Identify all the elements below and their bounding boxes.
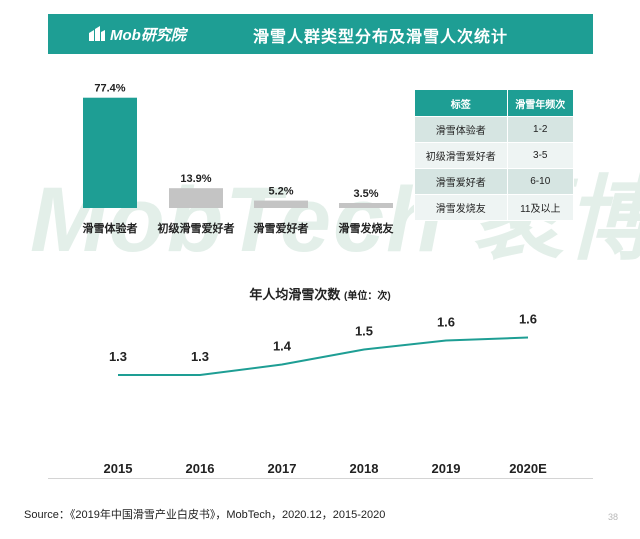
- bar-value-label: 3.5%: [353, 188, 378, 200]
- source-note: Source：《2019年中国滑雪产业白皮书》，MobTech，2020.12，…: [24, 509, 386, 521]
- bar-value-label: 13.9%: [180, 173, 211, 185]
- table-cell: 6-10: [506, 168, 575, 195]
- line-x-tick-label: 2020E: [509, 461, 547, 476]
- line-chart-unit: (单位：次): [343, 291, 391, 302]
- bar: [169, 188, 223, 208]
- line-x-tick-label: 2017: [268, 461, 297, 476]
- table-cell: 3-5: [506, 142, 575, 169]
- bar-category-label: 滑雪发烧友: [339, 221, 394, 235]
- header-bar: Mob研究院 滑雪人群类型分布及滑雪人次统计: [48, 14, 593, 54]
- footer-divider: [48, 478, 593, 479]
- bar: [339, 203, 393, 208]
- table-header-cell: 标签: [414, 89, 508, 117]
- line-chart-title-text: 年人均滑雪次数: [249, 287, 341, 302]
- bar: [83, 97, 137, 208]
- logo-icon: [89, 26, 105, 41]
- line-series: [118, 336, 529, 376]
- frequency-table: 标签 滑雪年频次 滑雪体验者 1-2 初级滑雪爱好者 3-5 滑雪爱好者 6-1…: [414, 89, 575, 221]
- table-cell: 滑雪爱好者: [414, 168, 508, 195]
- logo: Mob研究院: [88, 22, 186, 46]
- table-cell: 滑雪发烧友: [414, 194, 508, 221]
- table-header-cell: 滑雪年频次: [506, 89, 575, 117]
- page-number: 38: [608, 512, 619, 522]
- line-x-tick-label: 2016: [186, 461, 215, 476]
- line-chart: 1.3 2015 1.3 2016 1.4 2017 1.5 2018 1.6 2019 1.6 20…: [104, 312, 548, 477]
- bar-value-label: 77.4%: [94, 83, 125, 95]
- table-cell: 滑雪体验者: [414, 116, 508, 143]
- table-row: 初级滑雪爱好者 3-5: [414, 142, 575, 169]
- table-row: 滑雪爱好者 6-10: [414, 168, 575, 195]
- table-cell: 11及以上: [506, 194, 575, 221]
- bar: [254, 200, 308, 208]
- bar-category-label: 初级滑雪爱好者: [158, 221, 235, 235]
- line-value-label: 1.6: [519, 312, 537, 327]
- line-chart-title: 年人均滑雪次数 (单位：次): [0, 284, 640, 303]
- page-title: 滑雪人群类型分布及滑雪人次统计: [253, 29, 509, 46]
- table-header-row: 标签 滑雪年频次: [414, 89, 575, 117]
- line-value-label: 1.3: [109, 349, 127, 364]
- line-value-label: 1.5: [355, 324, 373, 339]
- line-value-label: 1.4: [273, 339, 292, 354]
- line-value-label: 1.3: [191, 349, 209, 364]
- table-row: 滑雪体验者 1-2: [414, 116, 575, 143]
- bar-category-label: 滑雪体验者: [83, 221, 138, 235]
- bar-category-label: 滑雪爱好者: [254, 221, 309, 235]
- logo-text: Mob研究院: [110, 26, 186, 44]
- line-value-label: 1.6: [437, 315, 455, 330]
- bar-value-label: 5.2%: [268, 186, 293, 198]
- line-x-tick-label: 2015: [104, 461, 133, 476]
- table-row: 滑雪发烧友 11及以上: [414, 194, 575, 221]
- table-cell: 1-2: [506, 116, 575, 143]
- bar-chart: 77.4% 滑雪体验者 13.9% 初级滑雪爱好者 5.2% 滑雪爱好者 3.5% 滑雪发烧友: [83, 83, 394, 235]
- table-cell: 初级滑雪爱好者: [414, 142, 508, 169]
- line-x-tick-label: 2019: [432, 461, 461, 476]
- line-x-tick-label: 2018: [350, 461, 379, 476]
